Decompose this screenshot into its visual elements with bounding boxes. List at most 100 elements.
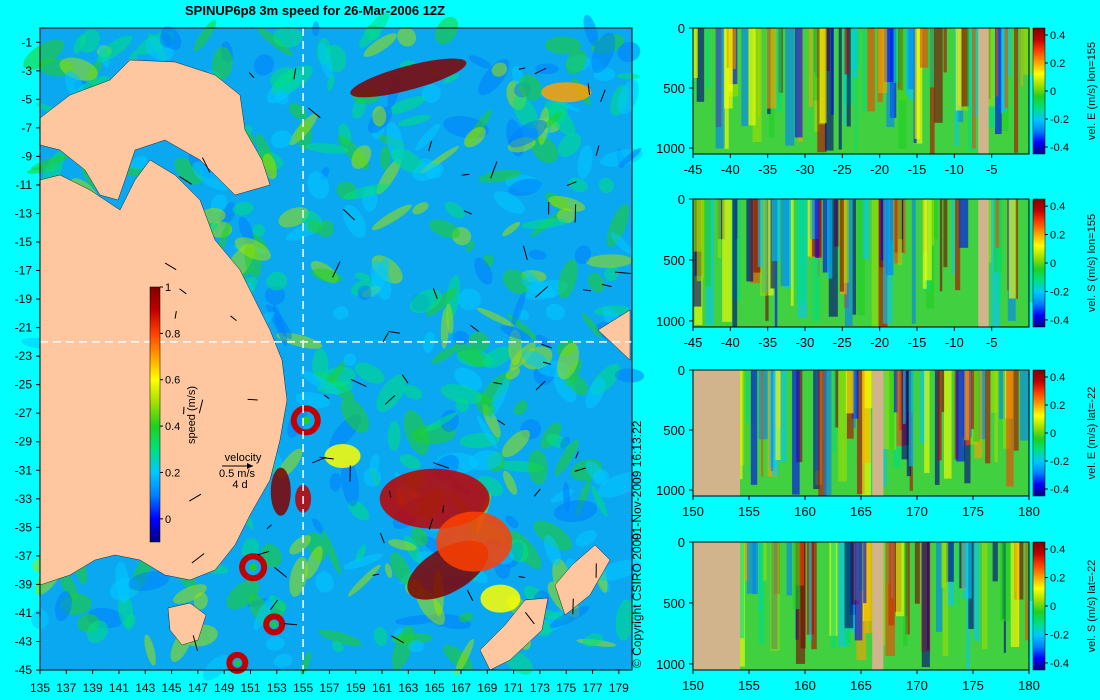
velocity-arrow xyxy=(601,283,612,288)
speed-patch xyxy=(59,572,78,600)
velocity-stripe xyxy=(1023,28,1033,75)
section-panel xyxy=(692,27,1033,155)
speed-patch xyxy=(505,367,521,380)
y-tick-label: -15 xyxy=(15,235,33,249)
velocity-stripe xyxy=(1008,199,1018,299)
speed-patch xyxy=(271,130,293,149)
speed-patch xyxy=(115,561,130,604)
section-y-tick-label: 0 xyxy=(678,363,685,378)
velocity-stripe xyxy=(808,542,812,642)
speed-patch xyxy=(474,257,493,285)
velocity-stripe xyxy=(844,199,853,326)
velocity-arrow xyxy=(248,72,255,78)
speed-patch xyxy=(429,219,461,239)
speed-patch xyxy=(343,553,383,570)
velocity-stripe xyxy=(852,199,857,315)
speed-patch xyxy=(583,14,599,47)
y-tick-label: -29 xyxy=(15,435,33,449)
speed-patch xyxy=(312,348,329,383)
x-tick-label: 141 xyxy=(109,681,129,695)
speed-patch xyxy=(232,201,254,216)
section-colorbar-tick-label: -0.4 xyxy=(1050,315,1069,327)
section-x-tick-label: 160 xyxy=(794,678,816,693)
speed-patch xyxy=(510,290,526,328)
x-tick-label: 157 xyxy=(319,681,339,695)
speed-patch xyxy=(411,527,428,547)
velocity-stripe xyxy=(906,370,912,477)
x-tick-label: 149 xyxy=(214,681,234,695)
velocity-stripe xyxy=(786,542,793,596)
speed-patch xyxy=(272,26,303,48)
speed-patch xyxy=(355,544,366,563)
velocity-stripe xyxy=(790,199,794,306)
section-x-tick-label: 150 xyxy=(682,678,704,693)
speed-patch xyxy=(440,384,483,404)
land-mass xyxy=(597,309,631,361)
section-x-tick-label: -45 xyxy=(684,335,703,350)
speed-patch xyxy=(295,392,331,409)
speed-patch xyxy=(342,204,367,238)
y-tick-label: -13 xyxy=(15,206,33,220)
velocity-stripe xyxy=(934,28,943,123)
velocity-stripe xyxy=(970,370,975,430)
speed-patch xyxy=(329,472,342,492)
eddy-ring xyxy=(290,405,321,436)
velocity-arrow xyxy=(257,550,270,556)
velocity-arrow xyxy=(463,210,472,215)
y-tick-label: -27 xyxy=(15,406,33,420)
velocity-stripe xyxy=(796,199,806,303)
speed-patch xyxy=(312,518,324,534)
section-y-tick-label: 0 xyxy=(678,21,685,36)
speed-patch xyxy=(357,285,373,301)
speed-patch xyxy=(505,515,519,529)
speed-patch xyxy=(553,371,577,403)
current-feature xyxy=(270,467,291,516)
speed-patch xyxy=(193,592,208,610)
velocity-stripe xyxy=(990,370,998,413)
velocity-stripe xyxy=(704,199,711,287)
velocity-stripe xyxy=(743,542,750,581)
speed-patch xyxy=(351,145,372,170)
velocity-stripe xyxy=(846,28,851,127)
x-tick-label: 169 xyxy=(477,681,497,695)
speed-patch xyxy=(614,368,645,383)
section-x-tick-label: -10 xyxy=(945,335,964,350)
speed-patch xyxy=(557,342,580,380)
velocity-stripe xyxy=(750,370,758,485)
velocity-stripe xyxy=(942,542,949,657)
velocity-stripe xyxy=(766,28,777,109)
speed-patch xyxy=(340,397,370,433)
velocity-stripe xyxy=(838,370,847,482)
velocity-stripe xyxy=(763,542,767,581)
velocity-arrow xyxy=(192,635,199,652)
velocity-stripe xyxy=(931,199,938,240)
speed-patch xyxy=(363,468,382,487)
velocity-arrow xyxy=(372,573,380,576)
velocity-stripe xyxy=(1014,28,1019,153)
speed-patch xyxy=(23,39,65,70)
velocity-stripe xyxy=(1015,199,1018,299)
velocity-arrow xyxy=(384,395,396,405)
y-tick-label: -7 xyxy=(21,121,32,135)
velocity-arrow xyxy=(461,173,470,176)
speed-patch xyxy=(519,74,542,101)
y-tick-label: -19 xyxy=(15,292,33,306)
x-tick-label: 165 xyxy=(425,681,445,695)
speed-patch xyxy=(264,285,286,305)
velocity-stripe xyxy=(895,542,905,617)
section-x-tick-label: -35 xyxy=(758,162,777,177)
velocity-stripe xyxy=(928,28,935,88)
speed-patch xyxy=(468,55,492,69)
speed-patch xyxy=(387,420,401,451)
velocity-stripe xyxy=(885,199,894,276)
velocity-stripe xyxy=(995,199,1000,248)
velocity-arrow xyxy=(600,89,606,102)
speed-patch xyxy=(234,237,271,261)
velocity-stripe xyxy=(758,542,765,644)
velocity-arrow xyxy=(332,261,341,278)
y-tick-label: -37 xyxy=(15,549,33,563)
velocity-legend-title: velocity xyxy=(225,452,262,464)
velocity-stripe xyxy=(931,199,935,246)
velocity-stripe xyxy=(841,199,849,283)
velocity-stripe xyxy=(785,28,795,146)
